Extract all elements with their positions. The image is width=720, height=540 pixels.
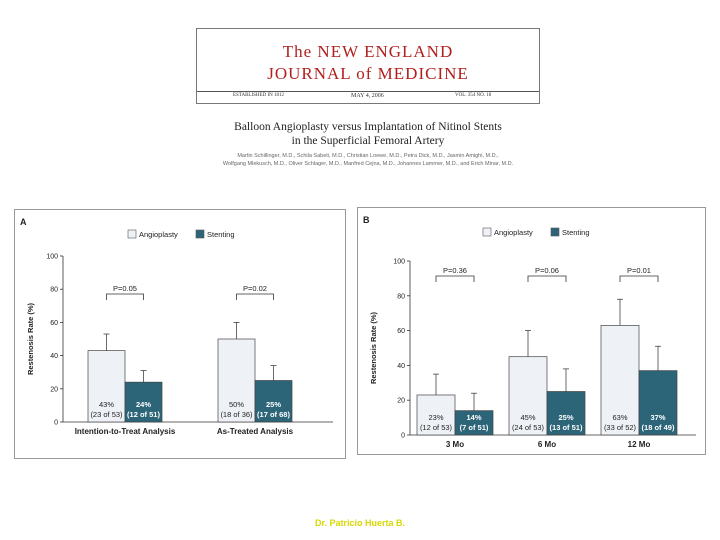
chart-a-legend-label-stenting: Stenting	[207, 230, 235, 239]
chart-b-p-value-label: P=0.06	[535, 266, 559, 275]
chart-b-data-label-pct-stenting: 14%	[466, 413, 481, 422]
chart-b-legend-label-stenting: Stenting	[562, 228, 590, 237]
chart-a-x-tick-label: Intention-to-Treat Analysis	[75, 427, 176, 436]
chart-a-data-label-n-angioplasty: (18 of 36)	[220, 410, 253, 419]
article-title-line1: Balloon Angioplasty versus Implantation …	[234, 121, 502, 133]
chart-b-y-tick-label: 0	[401, 433, 405, 440]
chart-panel-b: B Angioplasty Stenting 0 20 40 60 80 100 Restenos…	[357, 207, 706, 455]
journal-established: ESTABLISHED IN 1812	[233, 93, 284, 98]
chart-b-y-tick-label: 20	[397, 398, 405, 405]
journal-date: MAY 4, 2006	[351, 93, 384, 99]
chart-a-panel-label: A	[20, 217, 27, 227]
chart-a-legend-label-angioplasty: Angioplasty	[139, 230, 178, 239]
chart-b-x-tick-label: 12 Mo	[628, 440, 651, 449]
chart-b-bar-angioplasty	[508, 356, 548, 436]
chart-b-data-label-n-angioplasty: (33 of 52)	[604, 423, 637, 432]
chart-b-svg: B Angioplasty Stenting 0 20 40 60 80 100 Restenos…	[363, 215, 696, 449]
chart-a-p-value-label: P=0.02	[243, 284, 267, 293]
chart-b-p-value-bracket	[527, 275, 567, 282]
chart-b-legend-swatch-stenting	[550, 227, 560, 237]
journal-name-line1: The NEW ENGLAND	[282, 42, 454, 61]
chart-b-data-label-n-stenting: (7 of 51)	[460, 423, 489, 432]
journal-name-line2: JOURNAL of MEDICINE	[267, 64, 469, 83]
chart-b-data-label-pct-angioplasty: 23%	[428, 413, 443, 422]
chart-b-data-label-pct-stenting: 37%	[650, 413, 665, 422]
chart-b-y-tick-label: 80	[397, 293, 405, 300]
chart-a-data-label-n-stenting: (12 of 51)	[127, 410, 160, 419]
chart-b-y-tick-label: 100	[393, 259, 405, 266]
journal-volume: VOL. 354 NO. 18	[455, 93, 492, 98]
chart-a-data-label-n-stenting: (17 of 68)	[257, 410, 290, 419]
chart-b-p-value-label: P=0.36	[443, 266, 467, 275]
chart-a-bar-stenting	[124, 381, 163, 423]
chart-a-svg: A Angioplasty Stenting 0 20 40 60 80 100 Restenos…	[20, 217, 333, 436]
article-authors-line2: Wolfgang Mlekusch, M.D., Oliver Schlager…	[222, 161, 514, 167]
article-authors: Martin Schillinger, M.D., Schila Sabeti,…	[196, 152, 540, 168]
chart-b-p-value-bracket	[619, 275, 659, 282]
chart-a-p-value-bracket	[236, 293, 274, 300]
chart-a-y-tick-label: 100	[46, 254, 58, 261]
presenter-credit: Dr. Patricio Huerta B.	[314, 518, 406, 528]
article-authors-line1: Martin Schillinger, M.D., Schila Sabeti,…	[237, 153, 499, 159]
chart-b-x-tick-label: 6 Mo	[538, 440, 556, 449]
chart-a-bar-angioplasty	[87, 350, 126, 423]
chart-a-legend-swatch-angioplasty	[127, 229, 137, 239]
chart-b-data-label-n-stenting: (18 of 49)	[642, 423, 675, 432]
chart-a-legend-swatch-stenting	[195, 229, 205, 239]
chart-a-y-tick-label: 20	[50, 386, 58, 393]
chart-b-y-tick-label: 40	[397, 363, 405, 370]
chart-a-data-label-n-angioplasty: (23 of 53)	[90, 410, 123, 419]
chart-b-data-label-pct-angioplasty: 45%	[520, 413, 535, 422]
chart-b-bar-stenting	[454, 410, 494, 436]
chart-b-p-value-label: P=0.01	[627, 266, 651, 275]
chart-b-y-tick-label: 60	[397, 328, 405, 335]
chart-a-y-tick-label: 80	[50, 287, 58, 294]
chart-a-y-tick-label: 60	[50, 320, 58, 327]
chart-a-x-tick-label: As-Treated Analysis	[217, 427, 294, 436]
chart-b-x-tick-label: 3 Mo	[446, 440, 464, 449]
chart-a-y-tick-label: 40	[50, 353, 58, 360]
chart-a-data-label-pct-stenting: 24%	[136, 400, 151, 409]
article-title: Balloon Angioplasty versus Implantation …	[196, 120, 540, 148]
chart-a-y-axis-label: Restenosis Rate (%)	[26, 302, 35, 375]
chart-b-legend-label-angioplasty: Angioplasty	[494, 228, 533, 237]
chart-a-y-tick-label: 0	[54, 420, 58, 427]
chart-b-y-axis-label: Restenosis Rate (%)	[369, 311, 378, 384]
chart-b-data-label-n-angioplasty: (12 of 53)	[420, 423, 453, 432]
chart-b-data-label-n-stenting: (13 of 51)	[550, 423, 583, 432]
chart-a-data-label-pct-angioplasty: 50%	[229, 400, 244, 409]
chart-b-data-label-n-angioplasty: (24 of 53)	[512, 423, 545, 432]
chart-b-data-label-pct-stenting: 25%	[558, 413, 573, 422]
masthead-rule	[197, 91, 539, 92]
chart-b-panel-label: B	[363, 215, 370, 225]
chart-a-p-value-label: P=0.05	[113, 284, 137, 293]
chart-a-data-label-pct-stenting: 25%	[266, 400, 281, 409]
chart-b-data-label-pct-angioplasty: 63%	[612, 413, 627, 422]
chart-b-p-value-bracket	[435, 275, 475, 282]
chart-a-bar-stenting	[254, 380, 293, 423]
journal-masthead: The NEW ENGLAND JOURNAL of MEDICINE ESTA…	[196, 28, 540, 104]
article-title-line2: in the Superficial Femoral Artery	[291, 135, 445, 147]
chart-panel-a: A Angioplasty Stenting 0 20 40 60 80 100 Restenos…	[14, 209, 346, 459]
chart-b-legend-swatch-angioplasty	[482, 227, 492, 237]
chart-a-p-value-bracket	[106, 293, 144, 300]
chart-a-data-label-pct-angioplasty: 43%	[99, 400, 114, 409]
